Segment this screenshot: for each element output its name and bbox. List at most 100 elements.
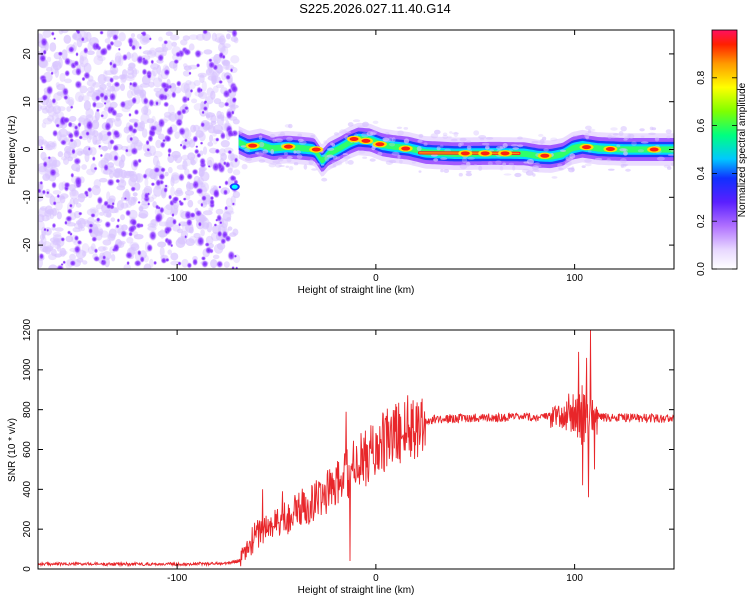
noise-haze <box>125 76 135 82</box>
noise-haze <box>77 150 83 157</box>
ridge-speckle <box>332 155 338 160</box>
ridge-speckle <box>522 168 530 173</box>
noise-blob <box>141 30 147 37</box>
noise-haze <box>97 55 106 62</box>
noise-blob <box>60 139 67 146</box>
noise-haze <box>198 124 209 133</box>
noise-haze <box>212 254 220 260</box>
noise-haze <box>171 41 177 47</box>
noise-haze <box>69 253 76 261</box>
ridge-speckle <box>361 132 369 138</box>
noise-blob <box>69 105 74 110</box>
ridge-speckle <box>571 166 575 172</box>
ridge-speckle <box>499 166 504 171</box>
noise-haze <box>87 216 95 226</box>
noise-haze <box>55 201 63 211</box>
spectrogram-noise-region <box>38 30 241 269</box>
noise-haze <box>157 241 167 248</box>
ridge-speckle <box>531 140 539 144</box>
noise-haze <box>38 257 43 268</box>
ridge-speckle <box>411 161 416 164</box>
ridge-speckle <box>238 129 243 134</box>
ridge-speckle <box>569 153 576 159</box>
ridge-speckle <box>310 134 316 139</box>
noise-haze <box>213 98 222 105</box>
noise-blob <box>209 195 215 201</box>
noise-blob <box>77 121 82 128</box>
ridge-speckle <box>342 153 348 156</box>
noise-blob <box>128 112 132 118</box>
noise-blob <box>108 92 117 102</box>
noise-haze <box>42 30 52 38</box>
noise-haze <box>61 49 68 60</box>
ridge-speckle <box>439 144 444 148</box>
ridge-speckle <box>385 160 393 166</box>
noise-haze <box>156 64 162 75</box>
noise-haze <box>148 145 156 157</box>
ridge-speckle <box>584 132 590 139</box>
noise-haze <box>159 246 165 257</box>
ridge-speckle <box>532 169 540 172</box>
noise-blob <box>130 186 137 192</box>
noise-blob <box>104 220 112 229</box>
noise-blob <box>199 157 207 166</box>
noise-haze <box>97 246 106 252</box>
ridge-speckle <box>587 150 592 153</box>
noise-blob <box>186 172 194 181</box>
noise-blob <box>231 96 238 103</box>
noise-blob <box>133 259 142 267</box>
noise-blob <box>122 53 128 62</box>
noise-haze <box>158 133 165 140</box>
ridge-speckle <box>347 160 354 165</box>
noise-blob <box>74 67 82 77</box>
noise-blob <box>175 80 182 87</box>
noise-blob <box>185 218 193 227</box>
ridge-speckle <box>610 127 618 131</box>
ridge-speckle <box>391 137 396 143</box>
noise-blob <box>125 251 133 260</box>
noise-haze <box>92 130 99 138</box>
noise-haze <box>170 186 175 197</box>
noise-haze <box>46 143 51 148</box>
ridge-speckle <box>651 127 657 131</box>
noise-haze <box>52 190 62 195</box>
noise-blob <box>75 51 79 57</box>
noise-blob <box>216 260 224 269</box>
spectrogram-y-tick-label: 10 <box>22 96 33 108</box>
ridge-speckle <box>418 133 424 138</box>
noise-blob <box>173 58 180 65</box>
noise-haze <box>182 160 188 171</box>
noise-haze <box>41 214 50 222</box>
noise-blob <box>224 180 229 186</box>
colorbar <box>711 29 738 270</box>
ridge-speckle <box>581 165 586 169</box>
noise-haze <box>52 140 57 150</box>
noise-haze <box>167 166 173 174</box>
ridge-speckle <box>485 137 494 140</box>
figure-title: S225.2026.027.11.40.G14 <box>299 1 451 16</box>
noise-haze <box>120 83 125 92</box>
noise-blob <box>64 69 71 77</box>
ridge-speckle <box>607 168 615 171</box>
noise-haze <box>86 79 97 87</box>
ridge-speckle <box>623 138 628 141</box>
hot-spot-core <box>605 147 615 152</box>
noise-blob <box>166 238 173 247</box>
noise-blob <box>66 230 72 235</box>
noise-blob <box>93 166 98 171</box>
ridge-speckle <box>478 165 483 171</box>
ridge-speckle <box>510 144 519 147</box>
noise-blob <box>158 172 166 181</box>
ridge-speckle <box>557 163 563 168</box>
noise-haze <box>129 173 138 183</box>
noise-haze <box>195 130 204 138</box>
ridge-speckle <box>372 120 379 125</box>
noise-haze <box>146 49 157 58</box>
noise-haze <box>111 254 116 262</box>
noise-blob <box>147 202 151 206</box>
ridge-speckle <box>502 143 508 148</box>
noise-blob <box>189 88 194 94</box>
noise-haze <box>232 118 240 125</box>
noise-blob <box>40 145 44 150</box>
ridge-speckle <box>450 138 458 142</box>
